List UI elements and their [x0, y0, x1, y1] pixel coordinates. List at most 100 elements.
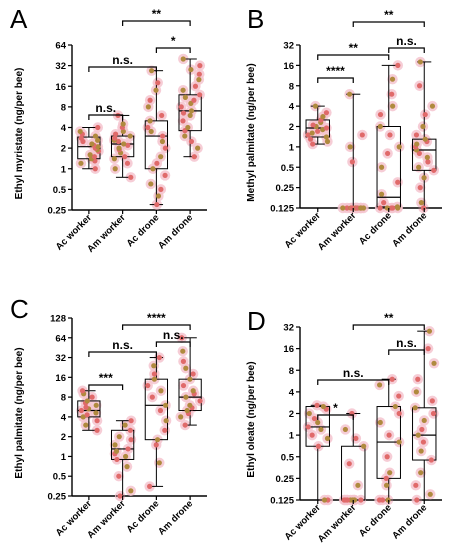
data-point — [378, 191, 385, 197]
data-point — [312, 103, 319, 109]
data-point — [342, 497, 348, 503]
box-group-2 — [142, 65, 171, 210]
data-point — [190, 388, 196, 394]
data-point — [182, 422, 188, 428]
data-point — [116, 434, 122, 440]
data-point — [145, 104, 151, 110]
data-point — [191, 97, 197, 103]
y-tick-label: 0.25 — [48, 492, 67, 503]
bracket-line — [122, 324, 191, 330]
data-point — [122, 154, 128, 160]
data-point — [396, 144, 402, 150]
data-point — [395, 62, 401, 68]
data-point — [387, 132, 393, 138]
data-point — [384, 150, 391, 157]
significance-label: ** — [384, 8, 394, 22]
data-point — [320, 114, 326, 120]
data-point — [148, 128, 154, 135]
data-point — [84, 398, 90, 404]
data-point — [151, 376, 157, 382]
panel-c: C 0.25 0.5 1 2 4 8 16 32 64 128 Ethyl palmitate (ng… — [10, 294, 207, 541]
data-point — [78, 135, 84, 141]
y-tick-label: 0.5 — [281, 163, 295, 174]
bracket-line — [155, 47, 191, 53]
y-tick-label: 16 — [283, 61, 294, 72]
category-label: Am drone — [390, 210, 429, 249]
data-point — [159, 112, 165, 119]
data-point — [180, 87, 186, 93]
data-point — [183, 394, 189, 400]
y-tick-label: 2 — [61, 144, 66, 155]
data-point — [92, 133, 99, 139]
data-point — [153, 442, 159, 448]
data-point — [379, 497, 386, 503]
data-point — [323, 134, 330, 140]
data-point — [187, 402, 193, 408]
bracket-line — [388, 349, 425, 355]
data-point — [79, 388, 86, 394]
y-tick-label: 1 — [61, 452, 67, 463]
data-point — [162, 145, 168, 151]
panel-letter: B — [247, 4, 264, 34]
box-group-3 — [176, 53, 206, 162]
data-point — [188, 138, 195, 145]
significance-bracket: n.s. — [388, 336, 425, 355]
data-point — [197, 398, 203, 404]
data-point — [413, 482, 419, 488]
bracket-line — [317, 379, 390, 385]
data-point — [179, 335, 185, 341]
data-point — [414, 497, 420, 503]
data-point — [307, 136, 314, 142]
data-point — [180, 56, 186, 62]
data-point — [188, 66, 194, 73]
box-group-3 — [410, 56, 439, 214]
box-group-1 — [109, 415, 137, 502]
category-label: Ac drone — [357, 502, 394, 539]
data-point — [156, 354, 162, 361]
data-point — [180, 348, 186, 354]
data-point — [145, 124, 151, 131]
data-point — [196, 77, 202, 83]
data-point — [158, 388, 164, 394]
data-point — [121, 141, 127, 147]
data-point — [128, 418, 134, 424]
data-point — [418, 200, 424, 206]
panel-b: B 0.125 0.25 0.5 1 2 4 8 16 32 Methyl palmitate (n… — [246, 4, 442, 253]
data-point — [156, 460, 162, 466]
data-point — [117, 493, 123, 499]
data-point — [418, 470, 424, 476]
data-point — [305, 424, 311, 430]
box-group-0 — [75, 122, 104, 174]
data-point — [182, 133, 188, 139]
data-point — [77, 128, 83, 135]
data-point — [361, 443, 367, 449]
y-tick-label: 2 — [289, 409, 294, 420]
bracket-line — [122, 20, 191, 26]
data-point — [421, 175, 427, 181]
category-label: Am drone — [156, 498, 195, 537]
data-point — [148, 181, 154, 187]
data-point — [112, 131, 119, 137]
data-point — [162, 172, 168, 178]
y-tick-label: 8 — [61, 393, 66, 404]
data-point — [315, 419, 321, 426]
data-point — [162, 427, 168, 433]
data-point — [420, 205, 427, 211]
box-group-0 — [302, 100, 333, 150]
data-point — [377, 419, 383, 426]
data-point — [128, 488, 134, 494]
data-point — [155, 193, 162, 199]
bracket-line — [88, 384, 124, 390]
data-point — [95, 137, 101, 143]
bracket-line — [352, 324, 425, 330]
y-tick-label: 1 — [289, 142, 295, 153]
data-point — [306, 410, 312, 417]
y-axis-label: Ethyl palmitate (ng/per bee) — [14, 347, 25, 478]
data-point — [125, 142, 131, 148]
y-tick-label: 64 — [55, 41, 66, 52]
data-point — [195, 145, 201, 151]
significance-label: ** — [152, 7, 162, 21]
data-point — [384, 454, 390, 460]
data-point — [422, 136, 428, 142]
data-point — [191, 154, 197, 160]
